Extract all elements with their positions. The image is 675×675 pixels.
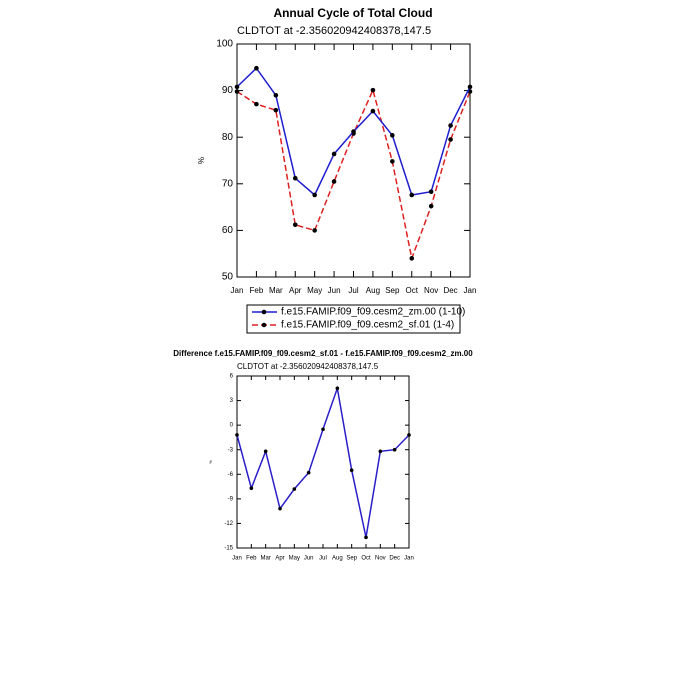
legend-label: f.e15.FAMIP.f09_f09.cesm2_sf.01 (1-4) [281,320,454,331]
x-tick-label: Oct [406,286,419,295]
legend-box [246,304,461,334]
x-tick-label: Jun [304,556,314,562]
y-tick-label: 0 [230,423,234,429]
data-point [370,108,376,114]
y-axis-label: % [208,460,213,464]
chart-subtitle: CLDTOT at -2.356020942408378,147.5 [237,25,431,37]
y-tick-label: 6 [230,374,234,380]
plot-frame [236,375,410,549]
y-axis-label: % [197,157,206,164]
data-point [448,123,453,128]
data-point [254,65,259,71]
x-tick-label: Dec [389,556,400,562]
y-tick-label: -3 [228,447,234,453]
y-tick-label: 90 [222,85,234,96]
x-tick-label: May [289,556,300,562]
x-tick-label: Nov [424,286,438,295]
legend-label: f.e15.FAMIP.f09_f09.cesm2_zm.00 (1-10) [281,307,465,318]
series-line [236,385,410,538]
y-tick-label: 80 [222,132,234,143]
data-point [292,487,297,491]
x-tick-label: Feb [246,556,257,562]
data-point [278,506,282,511]
data-point [312,192,317,198]
data-point [234,89,240,94]
x-tick-label: May [307,286,322,295]
y-tick-label: -12 [224,521,233,527]
data-point [249,486,254,491]
x-tick-label: Dec [443,286,457,295]
data-point [312,228,317,233]
y-tick-label: 100 [216,39,233,50]
y-tick-label: 3 [230,398,234,404]
y-tick-label: 60 [222,225,234,236]
data-point [331,151,337,157]
chart-subtitle: CLDTOT at -2.356020942408378,147.5 [237,362,379,371]
x-tick-label: Mar [269,286,283,295]
x-tick-label: Jan [231,286,244,295]
x-tick-label: Jan [404,556,414,562]
data-point [390,159,395,164]
data-point [392,447,397,452]
data-point [370,87,376,93]
chart-title: Annual Cycle of Total Cloud [273,6,432,20]
data-point [306,470,311,475]
x-tick-label: Sep [385,286,400,295]
x-tick-label: Jan [464,286,477,295]
data-point [235,433,239,437]
x-tick-label: Aug [366,286,380,295]
data-point [335,386,340,391]
data-point [234,84,240,90]
data-point [428,203,434,209]
data-point [273,107,279,113]
data-point [378,449,383,454]
y-tick-label: -6 [228,472,234,478]
data-point [349,468,354,472]
data-point [390,133,395,138]
data-point [292,175,298,181]
data-point [321,427,325,432]
x-tick-label: Sep [346,556,357,562]
data-point [263,449,268,454]
y-tick-label: -9 [228,496,234,502]
x-tick-label: Mar [260,556,270,562]
x-tick-label: Jul [319,556,327,562]
x-tick-label: Apr [289,286,302,295]
x-tick-label: Oct [361,556,371,562]
data-point [448,137,453,142]
legend-marker [261,322,267,328]
data-point [409,256,415,261]
data-point [428,189,434,195]
chart-title: Difference f.e15.FAMIP.f09_f09.cesm2_sf.… [173,349,473,358]
x-tick-label: Nov [375,556,386,562]
series-line [236,87,471,262]
data-point [364,535,368,540]
x-tick-label: Jan [232,556,242,562]
data-point [351,129,356,134]
y-tick-label: -15 [224,546,233,552]
data-point [273,92,279,98]
data-point [467,84,473,90]
x-tick-label: Apr [275,556,284,562]
x-tick-label: Feb [250,286,264,295]
x-tick-label: Jul [348,286,358,295]
data-point [292,222,298,228]
plot-frame [236,43,471,278]
x-tick-label: Jun [328,286,341,295]
x-tick-label: Aug [332,556,343,562]
data-point [409,192,415,198]
y-tick-label: 70 [222,178,234,189]
data-point [407,433,411,437]
data-point [331,179,337,184]
data-point [254,101,259,107]
y-tick-label: 50 [222,272,234,283]
legend-marker [261,309,267,315]
